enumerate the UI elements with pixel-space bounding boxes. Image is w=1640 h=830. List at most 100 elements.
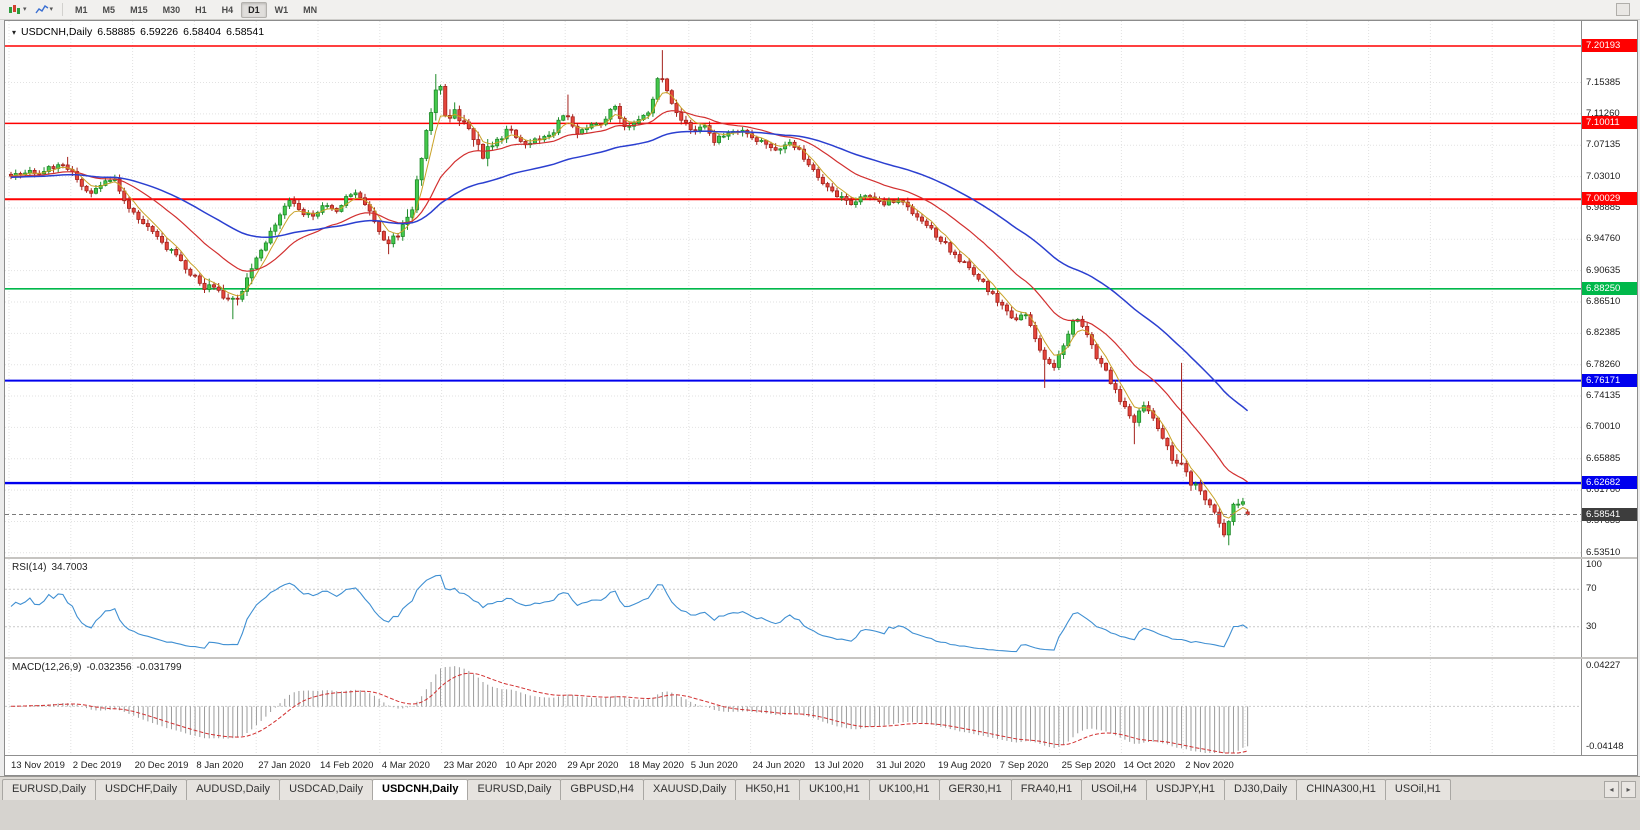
rsi-axis: 100 70 30 (1581, 559, 1637, 657)
status-area (0, 800, 1640, 830)
time-axis-label: 5 Jun 2020 (690, 760, 738, 771)
macd-label: MACD(12,26,9) -0.032356 -0.031799 (12, 662, 182, 673)
time-axis-label: 25 Sep 2020 (1061, 760, 1116, 771)
window-button[interactable] (1616, 3, 1630, 16)
macd-value-main: -0.032356 (86, 662, 132, 673)
price-axis-label: 6.98885 (1586, 201, 1621, 213)
chart-tab-usdcad-daily[interactable]: USDCAD,Daily (279, 779, 374, 800)
toolbar-separator (62, 3, 64, 16)
chart-tab-fra40-h1[interactable]: FRA40,H1 (1010, 779, 1083, 800)
price-axis-label: 6.74135 (1586, 390, 1621, 402)
price-axis-label: 6.53510 (1586, 546, 1621, 557)
time-axis-label: 2 Dec 2019 (72, 760, 122, 771)
chevron-down-icon: ▾ (49, 6, 54, 13)
chart-tab-xauusd-daily[interactable]: XAUUSD,Daily (642, 779, 737, 800)
timeframe-button-m30[interactable]: M30 (162, 4, 181, 15)
chart-tab-eurusd-daily[interactable]: EURUSD,Daily (2, 779, 96, 800)
ohlc-high: 6.59226 (140, 26, 179, 38)
line-chart-icon (34, 4, 48, 13)
price-axis-label: 6.65885 (1586, 452, 1621, 464)
tab-scroll-arrows: ◂ ▸ (1600, 778, 1640, 800)
chart-tab-bar: EURUSD,Daily USDCHF,Daily AUDUSD,Daily USDC… (0, 776, 1640, 800)
time-axis-label: 13 Nov 2019 (11, 760, 65, 771)
price-level-badge: 6.62682 (1582, 476, 1637, 490)
chart-tab-china300-h1[interactable]: CHINA300,H1 (1296, 779, 1386, 800)
chart-tab-audusd-daily[interactable]: AUDUSD,Daily (186, 779, 281, 800)
candlestick-chart-icon (9, 4, 20, 14)
chart-tab-ger30-h1[interactable]: GER30,H1 (938, 779, 1012, 800)
ohlc-open: 6.58885 (97, 26, 136, 38)
tab-scroll-left-icon[interactable]: ◂ (1604, 781, 1619, 798)
price-level-badge: 6.76171 (1582, 373, 1637, 387)
timeframe-button-d1[interactable]: D1 (241, 1, 267, 18)
macd-name: MACD(12,26,9) (12, 662, 82, 673)
macd-value-signal: -0.031799 (136, 662, 182, 673)
macd-axis-bottom-label: -0.04148 (1586, 741, 1624, 752)
rsi-panel[interactable]: 100 70 30 RSI(14) 34.7003 (5, 559, 1637, 657)
price-axis-label: 6.70010 (1586, 421, 1621, 433)
price-axis-label: 6.86510 (1586, 295, 1621, 307)
time-axis-label: 23 Mar 2020 (443, 760, 497, 771)
tab-scroll-right-icon[interactable]: ▸ (1621, 781, 1636, 798)
timeframe-button-h1[interactable]: H1 (195, 4, 207, 15)
time-axis-label: 13 Jul 2020 (814, 760, 864, 771)
time-axis-label: 14 Oct 2020 (1123, 760, 1176, 771)
price-level-badge: 7.20193 (1582, 39, 1637, 52)
chart-tab-uk100-h1[interactable]: UK100,H1 (798, 779, 870, 800)
indicators-menu-button[interactable]: ▾ (31, 2, 58, 18)
price-axis-label: 7.15385 (1586, 76, 1621, 88)
price-chart-canvas[interactable] (5, 21, 1581, 557)
chart-tab-uk100-h1[interactable]: UK100,H1 (868, 779, 940, 800)
chart-tab-usoil-h1[interactable]: USOil,H1 (1384, 779, 1451, 800)
rsi-axis-label: 100 (1586, 559, 1602, 570)
time-axis: 13 Nov 2019 2 Dec 2019 20 Dec 2019 8 Jan 20… (5, 755, 1637, 775)
chart-tab-hk50-h1[interactable]: HK50,H1 (735, 779, 800, 800)
time-axis-label: 14 Feb 2020 (320, 760, 374, 771)
macd-panel[interactable]: 0.04227 -0.04148 MACD(12,26,9) -0.032356… (5, 659, 1637, 755)
toolbar: ▾ ▾ M1 M5 M15 M30 H1 H4 D1 W1 MN (0, 0, 1640, 20)
time-axis-label: 4 Mar 2020 (381, 760, 430, 771)
timeframe-button-mn[interactable]: MN (303, 4, 318, 15)
timeframe-button-w1[interactable]: W1 (274, 4, 289, 15)
macd-canvas[interactable] (5, 659, 1581, 755)
chart-tab-dj30-daily[interactable]: DJ30,Daily (1224, 779, 1298, 800)
rsi-name: RSI(14) (12, 562, 47, 573)
chart-tab-gbpusd-h4[interactable]: GBPUSD,H4 (560, 779, 644, 800)
rsi-value: 34.7003 (51, 562, 88, 573)
timeframe-button-m5[interactable]: M5 (102, 4, 116, 15)
chart-symbol-period: USDCNH,Daily (21, 26, 93, 38)
macd-axis: 0.04227 -0.04148 (1581, 659, 1637, 755)
chart-tab-usdchf-daily[interactable]: USDCHF,Daily (94, 779, 188, 800)
chart-dropdown-icon[interactable]: ▾ (12, 27, 17, 37)
price-axis-label: 6.61760 (1586, 484, 1621, 496)
time-axis-label: 8 Jan 2020 (196, 760, 244, 771)
chart-tab-eurusd-daily[interactable]: EURUSD,Daily (467, 779, 562, 800)
time-axis-label: 20 Dec 2019 (134, 760, 189, 771)
panel-splitter[interactable] (5, 657, 1637, 659)
price-axis-label: 6.82385 (1586, 327, 1621, 339)
chart-type-menu-button[interactable]: ▾ (4, 2, 31, 18)
main-chart-panel[interactable]: 7.15385 7.11260 7.07135 7.03010 6.98885 6.947… (5, 21, 1637, 557)
price-level-badge: 7.10011 (1582, 116, 1637, 130)
panel-splitter[interactable] (5, 557, 1637, 559)
time-axis-label: 27 Jan 2020 (258, 760, 311, 771)
price-level-badge: 7.00029 (1582, 192, 1637, 206)
chart-tabs: EURUSD,Daily USDCHF,Daily AUDUSD,Daily USDC… (2, 779, 1451, 800)
chart-tab-usoil-h4[interactable]: USOil,H4 (1081, 779, 1147, 800)
time-axis-label: 31 Jul 2020 (876, 760, 926, 771)
timeframe-button-m1[interactable]: M1 (75, 4, 88, 15)
ohlc-close: 6.58541 (226, 26, 265, 38)
price-axis-label: 7.11260 (1586, 107, 1620, 119)
timeframe-button-m15[interactable]: M15 (130, 4, 148, 15)
price-level-badge: 6.88250 (1582, 281, 1637, 295)
chart-tab-usdcnh-daily[interactable]: USDCNH,Daily (372, 779, 469, 800)
time-axis-label: 2 Nov 2020 (1185, 760, 1234, 771)
rsi-canvas[interactable] (5, 559, 1581, 657)
timeframe-group: M1 M5 M15 M30 H1 H4 D1 W1 MN (68, 1, 324, 18)
time-axis-label: 24 Jun 2020 (752, 760, 805, 771)
chart-title: ▾ USDCNH,Daily 6.58885 6.59226 6.58404 6… (12, 26, 264, 38)
price-axis-label: 7.07135 (1586, 139, 1621, 151)
timeframe-button-h4[interactable]: H4 (221, 4, 234, 15)
price-axis-label: 6.78260 (1586, 358, 1621, 370)
chart-tab-usdjpy-h1[interactable]: USDJPY,H1 (1145, 779, 1226, 800)
